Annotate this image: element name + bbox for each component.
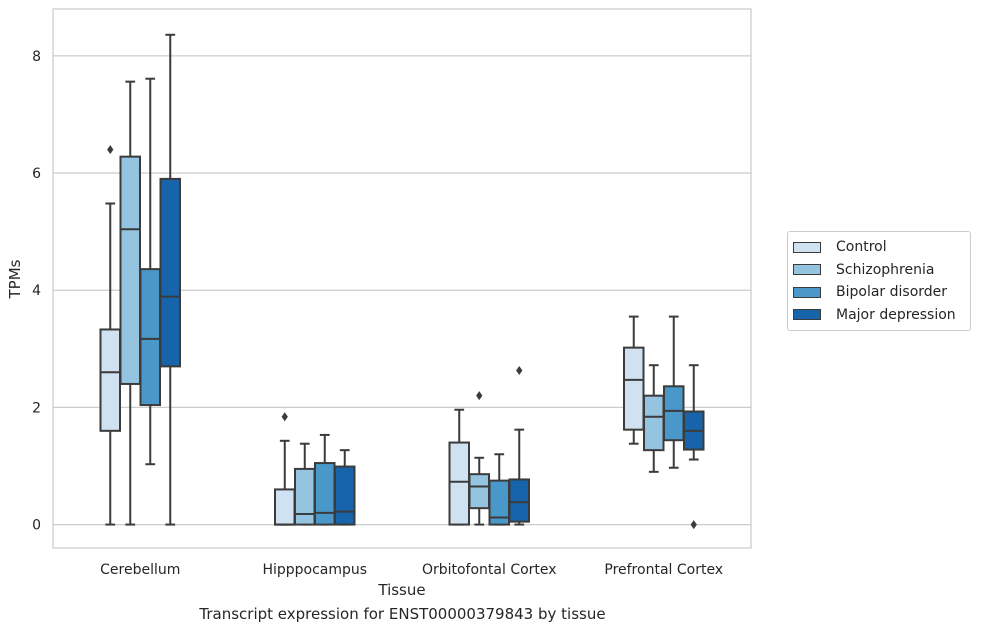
box-prefrontal-cortex-schizophrenia <box>643 364 665 473</box>
legend: Control Schizophrenia Bipolar disorder Majo… <box>787 231 971 331</box>
x-axis-label: Tissue <box>377 581 425 599</box>
y-tick-label: 2 <box>32 400 41 416</box>
boxes-layer <box>99 33 705 530</box>
box-iqr <box>448 441 470 526</box>
legend-swatch <box>793 286 821 298</box>
y-tick-label: 4 <box>32 283 41 299</box>
x-tick-labels: Cerebellum Hipppocampus Orbitofontal Corte… <box>100 562 723 578</box>
legend-swatch <box>793 264 821 276</box>
outlier-point <box>281 412 288 422</box>
legend-label: Bipolar disorder <box>836 284 948 301</box>
outlier-point <box>690 520 697 530</box>
y-tick-label: 6 <box>32 166 41 182</box>
box-prefrontal-cortex-bipolar-disorder <box>663 315 685 469</box>
box-prefrontal-cortex-major-depression <box>683 364 705 530</box>
legend-swatch <box>793 241 821 253</box>
box-hipppocampus-control <box>274 412 296 526</box>
box-orbitofontal-cortex-schizophrenia <box>468 391 490 526</box>
box-hipppocampus-schizophrenia <box>294 442 316 526</box>
box-iqr <box>468 473 490 510</box>
x-tick-label: Cerebellum <box>100 562 180 578</box>
box-iqr <box>139 268 161 407</box>
x-tick-label: Hipppocampus <box>262 562 367 578</box>
legend-label: Major depression <box>836 306 956 323</box>
box-prefrontal-cortex-control <box>623 315 645 445</box>
box-iqr <box>508 478 530 523</box>
box-iqr <box>623 346 645 431</box>
box-orbitofontal-cortex-bipolar-disorder <box>488 453 510 526</box>
box-hipppocampus-major-depression <box>334 449 356 526</box>
box-iqr <box>294 467 316 526</box>
outlier-point <box>476 391 483 401</box>
box-hipppocampus-bipolar-disorder <box>314 433 336 526</box>
box-iqr <box>159 177 181 368</box>
box-iqr <box>334 465 356 526</box>
box-orbitofontal-cortex-control <box>448 408 470 526</box>
legend-label: Schizophrenia <box>836 261 935 278</box>
box-cerebellum-schizophrenia <box>119 80 141 526</box>
box-orbitofontal-cortex-major-depression <box>508 365 530 526</box>
plot-frame <box>52 8 752 549</box>
box-iqr <box>99 328 121 432</box>
box-iqr <box>119 155 141 385</box>
figure-caption: Transcript expression for ENST0000037984… <box>199 605 606 623</box>
y-tick-label: 0 <box>32 518 41 534</box>
box-iqr <box>663 385 685 442</box>
y-axis-label: TPMs <box>6 259 24 299</box>
outlier-point <box>516 365 523 375</box>
box-iqr <box>274 488 296 526</box>
outlier-point <box>107 145 114 155</box>
y-tick-label: 8 <box>32 49 41 65</box>
x-tick-label: Orbitofontal Cortex <box>422 562 557 578</box>
y-tick-labels: 0 2 4 6 8 <box>32 49 41 534</box>
legend-item: Schizophrenia <box>788 259 970 282</box>
box-iqr <box>314 462 336 526</box>
legend-item: Major depression <box>788 304 970 327</box>
legend-item: Bipolar disorder <box>788 281 970 304</box>
x-tick-label: Prefrontal Cortex <box>604 562 723 578</box>
legend-swatch <box>793 309 821 321</box>
legend-item: Control <box>788 236 970 259</box>
box-cerebellum-control <box>99 145 121 526</box>
box-cerebellum-major-depression <box>159 33 181 526</box>
box-cerebellum-bipolar-disorder <box>139 77 161 466</box>
box-iqr <box>643 394 665 452</box>
legend-label: Control <box>836 239 887 256</box>
